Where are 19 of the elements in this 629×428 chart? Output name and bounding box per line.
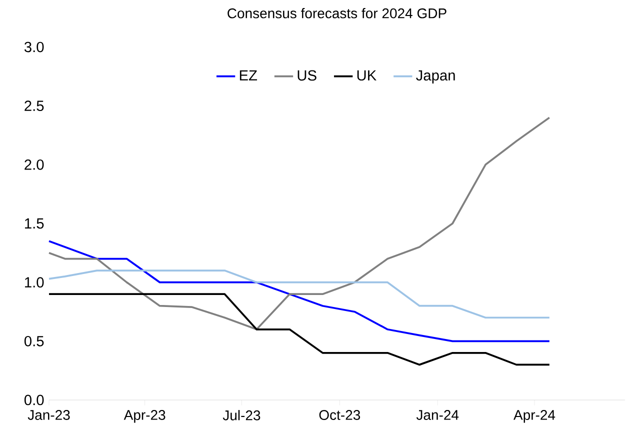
legend-label: EZ [240,70,258,80]
y-tick-label: 2.5 [24,100,44,112]
x-tick-label: Jan-23 [28,410,70,420]
y-tick-label: 0.0 [24,394,44,406]
x-tick-label: Apr-23 [124,410,166,423]
x-tick-label: Apr-24 [514,410,556,423]
legend-label: UK [357,70,376,81]
y-tick-label: 2.0 [24,159,44,170]
y-tick-label: 1.0 [25,277,44,288]
chart-title: Consensus forecasts for 2024 GDP [228,8,446,18]
y-tick-label: 0.5 [24,336,44,346]
y-tick-label: 3.0 [24,42,44,52]
line-series [48,116,550,330]
y-tick-label: 1.5 [25,218,44,229]
x-tick-label: Jan-24 [416,410,459,420]
x-tick-label: Jul-23 [222,410,260,420]
x-tick-label: Oct-23 [319,410,360,420]
legend-label: Japan [416,70,455,84]
legend-label: US [298,70,316,81]
